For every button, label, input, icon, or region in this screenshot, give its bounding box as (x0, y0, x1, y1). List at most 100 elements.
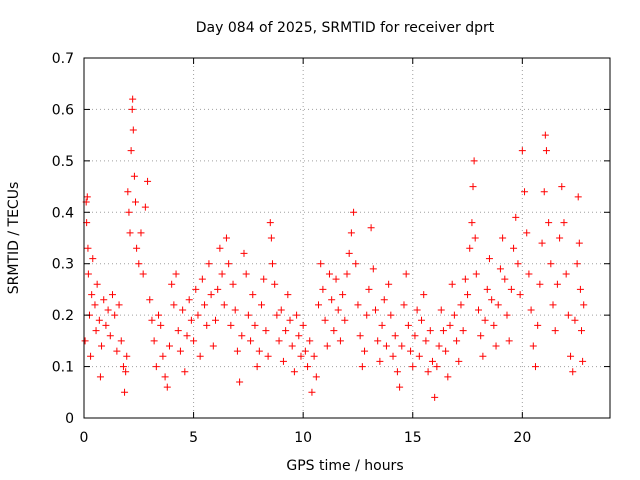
data-point (525, 270, 533, 278)
data-point (218, 270, 226, 278)
data-point (185, 296, 193, 304)
data-point (144, 177, 152, 185)
data-point (578, 327, 586, 335)
data-point (531, 363, 539, 371)
data-point (255, 347, 263, 355)
data-point (393, 368, 401, 376)
data-point (92, 327, 100, 335)
data-point (336, 337, 344, 345)
data-point (483, 285, 491, 293)
data-point (87, 352, 95, 360)
data-point (203, 321, 211, 329)
data-point (148, 316, 156, 324)
data-point (325, 270, 333, 278)
x-tick-labels: 0 5 10 15 20 (80, 430, 532, 446)
data-point (328, 296, 336, 304)
data-point (190, 337, 198, 345)
data-point (569, 368, 577, 376)
data-point (207, 291, 215, 299)
data-point (212, 316, 219, 324)
data-point (227, 321, 235, 329)
data-point (229, 280, 237, 288)
data-point (354, 301, 362, 309)
data-point (573, 260, 581, 268)
data-point (529, 342, 537, 350)
data-point (439, 327, 447, 335)
data-point (516, 291, 524, 299)
data-point (83, 193, 91, 201)
data-point (108, 291, 116, 299)
data-point (115, 301, 123, 309)
data-point (163, 383, 171, 391)
data-point (271, 280, 279, 288)
data-point (382, 342, 390, 350)
data-point (317, 260, 325, 268)
data-point (492, 342, 500, 350)
data-point (133, 244, 141, 252)
data-point (413, 306, 421, 314)
data-point (345, 249, 353, 257)
data-point (139, 270, 147, 278)
data-point (330, 327, 338, 335)
data-point (113, 347, 121, 355)
data-point (477, 332, 485, 340)
x-tick-label: 5 (189, 430, 198, 446)
data-point (181, 368, 189, 376)
data-point (496, 265, 504, 273)
data-point (290, 368, 298, 376)
data-point (385, 280, 393, 288)
data-point (135, 260, 143, 268)
data-point (404, 321, 412, 329)
data-point (242, 270, 250, 278)
data-point (301, 347, 309, 355)
y-tick-label: 0.6 (52, 102, 74, 118)
data-point (84, 244, 92, 252)
data-point (547, 260, 555, 268)
data-point (150, 337, 158, 345)
data-point (159, 352, 167, 360)
data-point (260, 275, 268, 283)
data-point (152, 363, 160, 371)
data-point (264, 352, 272, 360)
data-point (126, 229, 134, 237)
data-point (100, 296, 108, 304)
data-point (141, 203, 149, 211)
data-point (93, 280, 101, 288)
data-point (247, 337, 255, 345)
data-point (323, 342, 331, 350)
data-point (542, 147, 550, 155)
data-point (455, 357, 463, 365)
data-point (560, 219, 568, 227)
data-point (457, 301, 465, 309)
data-point (194, 311, 202, 319)
data-point (536, 280, 544, 288)
data-point (475, 306, 482, 314)
data-point (266, 219, 274, 227)
data-point (124, 188, 132, 196)
data-point (400, 301, 408, 309)
data-point (352, 260, 360, 268)
y-tick-labels: 0 0.1 0.2 0.3 0.4 0.5 0.6 0.7 (52, 51, 74, 427)
data-point (488, 296, 496, 304)
data-point (391, 332, 399, 340)
data-point (365, 285, 373, 293)
data-point (251, 321, 259, 329)
data-point (130, 172, 138, 180)
data-point (321, 316, 329, 324)
data-point (510, 244, 518, 252)
data-point (275, 337, 283, 345)
data-point (216, 244, 224, 252)
data-point (363, 311, 371, 319)
data-point (580, 301, 588, 309)
data-point (435, 342, 443, 350)
data-point (512, 213, 520, 221)
data-point (433, 363, 441, 371)
data-point (236, 378, 244, 386)
data-point (507, 285, 515, 293)
data-point (459, 327, 467, 335)
y-tick-label: 0.3 (52, 257, 74, 273)
data-point (453, 337, 461, 345)
data-point (214, 285, 222, 293)
data-point (378, 321, 386, 329)
data-point (334, 306, 342, 314)
